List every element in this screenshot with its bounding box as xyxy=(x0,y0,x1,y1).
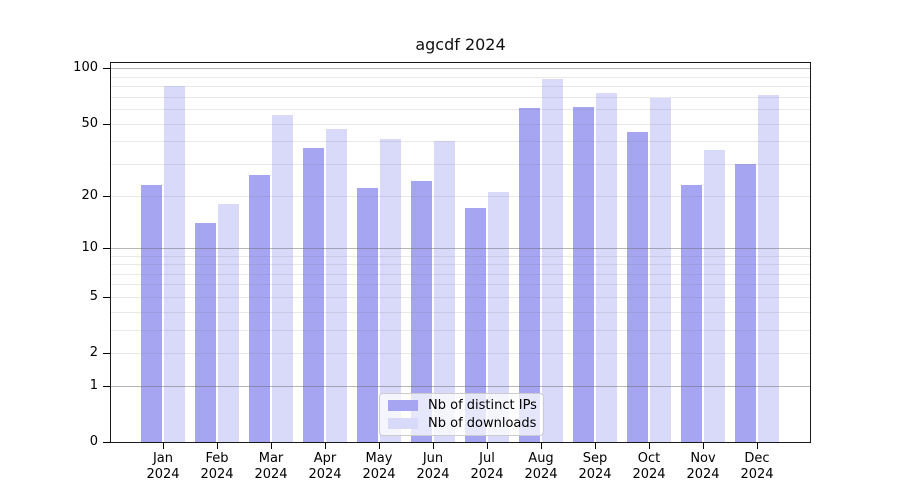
y-gridline-minor-60 xyxy=(111,109,810,111)
x-axis-label-jun: Jun 2024 xyxy=(416,451,450,482)
bar-distinct-ips-may xyxy=(357,188,378,442)
y-gridline-major-100 xyxy=(111,68,810,70)
y-axis-tick-1 xyxy=(103,385,110,387)
y-gridline-minor-3 xyxy=(111,329,810,331)
bar-distinct-ips-aug xyxy=(519,107,540,442)
x-axis-label-dec: Dec 2024 xyxy=(740,451,774,482)
legend-label-distinct-ips: Nb of distinct IPs xyxy=(428,398,537,414)
plot-box xyxy=(110,62,811,443)
y-gridline-minor-6 xyxy=(111,284,810,286)
y-gridline-minor-5 xyxy=(111,296,810,298)
x-axis-label-nov: Nov 2024 xyxy=(686,451,720,482)
legend-swatch-distinct-ips xyxy=(388,400,418,412)
bar-downloads-feb xyxy=(218,203,239,442)
y-axis-label-1: 1 xyxy=(89,377,98,393)
x-axis-tick-mar xyxy=(271,443,272,449)
y-axis-tick-2 xyxy=(103,353,110,355)
x-axis-tick-aug xyxy=(541,443,542,449)
y-axis-tick-100 xyxy=(103,68,110,70)
y-gridline-minor-20 xyxy=(111,195,810,197)
bar-distinct-ips-feb xyxy=(195,222,216,442)
x-axis-label-aug: Aug 2024 xyxy=(524,451,558,482)
bar-distinct-ips-jun xyxy=(411,181,432,442)
legend-swatch-downloads xyxy=(388,417,418,429)
y-gridline-major-1 xyxy=(111,385,810,387)
bar-distinct-ips-sep xyxy=(573,106,594,442)
legend: Nb of distinct IPs Nb of downloads xyxy=(379,393,544,436)
x-axis-tick-jan xyxy=(163,443,164,449)
y-gridline-minor-7 xyxy=(111,273,810,275)
legend-item-downloads: Nb of downloads xyxy=(388,415,537,431)
y-axis-label-20: 20 xyxy=(81,187,98,203)
x-axis-label-oct: Oct 2024 xyxy=(632,451,666,482)
y-axis-label-50: 50 xyxy=(81,115,98,131)
legend-label-downloads: Nb of downloads xyxy=(428,415,537,431)
x-axis-tick-jun xyxy=(433,443,434,449)
bar-downloads-may xyxy=(380,139,401,442)
bar-distinct-ips-mar xyxy=(249,175,270,442)
bar-downloads-jun xyxy=(434,141,455,442)
y-gridline-minor-90 xyxy=(111,76,810,78)
bar-distinct-ips-nov xyxy=(681,184,702,442)
bar-distinct-ips-dec xyxy=(735,164,756,442)
y-gridline-minor-30 xyxy=(111,164,810,166)
x-axis-label-jul: Jul 2024 xyxy=(470,451,504,482)
y-gridline-minor-80 xyxy=(111,86,810,88)
bar-distinct-ips-oct xyxy=(627,132,648,442)
y-axis-label-0: 0 xyxy=(89,434,98,449)
y-axis-tick-10 xyxy=(103,247,110,249)
y-gridline-minor-2 xyxy=(111,353,810,355)
bar-downloads-oct xyxy=(650,98,671,442)
bar-downloads-aug xyxy=(542,78,563,442)
y-gridline-major-10 xyxy=(111,247,810,249)
bar-downloads-nov xyxy=(704,149,725,442)
y-gridline-minor-4 xyxy=(111,311,810,313)
y-gridline-minor-40 xyxy=(111,141,810,143)
y-axis-tick-5 xyxy=(103,296,110,298)
plot-area xyxy=(111,63,810,442)
x-axis-label-may: May 2024 xyxy=(362,451,396,482)
x-axis-label-jan: Jan 2024 xyxy=(146,451,180,482)
y-axis-label-5: 5 xyxy=(89,288,98,304)
y-gridline-minor-8 xyxy=(111,264,810,266)
y-gridline-minor-9 xyxy=(111,255,810,257)
y-axis-label-2: 2 xyxy=(89,345,98,361)
x-axis-tick-oct xyxy=(649,443,650,449)
bar-distinct-ips-apr xyxy=(303,147,324,442)
y-axis-label-100: 100 xyxy=(73,60,98,76)
x-axis-tick-feb xyxy=(217,443,218,449)
y-axis-tick-0 xyxy=(103,442,110,443)
y-gridline-minor-50 xyxy=(111,123,810,125)
bar-downloads-dec xyxy=(758,94,779,442)
bar-downloads-jul xyxy=(488,191,509,442)
x-axis-tick-sep xyxy=(595,443,596,449)
x-axis-label-sep: Sep 2024 xyxy=(578,451,612,482)
legend-item-distinct-ips: Nb of distinct IPs xyxy=(388,398,537,414)
bar-downloads-apr xyxy=(326,128,347,442)
x-axis-label-apr: Apr 2024 xyxy=(308,451,342,482)
x-axis-tick-apr xyxy=(325,443,326,449)
chart-title: agcdf 2024 xyxy=(415,35,506,54)
x-axis-tick-nov xyxy=(703,443,704,449)
bar-distinct-ips-jul xyxy=(465,208,486,442)
y-axis-tick-20 xyxy=(103,195,110,197)
y-axis-tick-50 xyxy=(103,123,110,125)
bar-downloads-mar xyxy=(272,114,293,442)
y-gridline-minor-70 xyxy=(111,96,810,98)
y-axis-label-10: 10 xyxy=(81,239,98,255)
x-axis-tick-dec xyxy=(757,443,758,449)
bar-downloads-sep xyxy=(596,92,617,442)
bar-downloads-jan xyxy=(164,86,185,442)
x-axis-tick-may xyxy=(379,443,380,449)
x-axis-label-mar: Mar 2024 xyxy=(254,451,288,482)
x-axis-label-feb: Feb 2024 xyxy=(200,451,234,482)
bar-distinct-ips-jan xyxy=(141,184,162,442)
x-axis-tick-jul xyxy=(487,443,488,449)
